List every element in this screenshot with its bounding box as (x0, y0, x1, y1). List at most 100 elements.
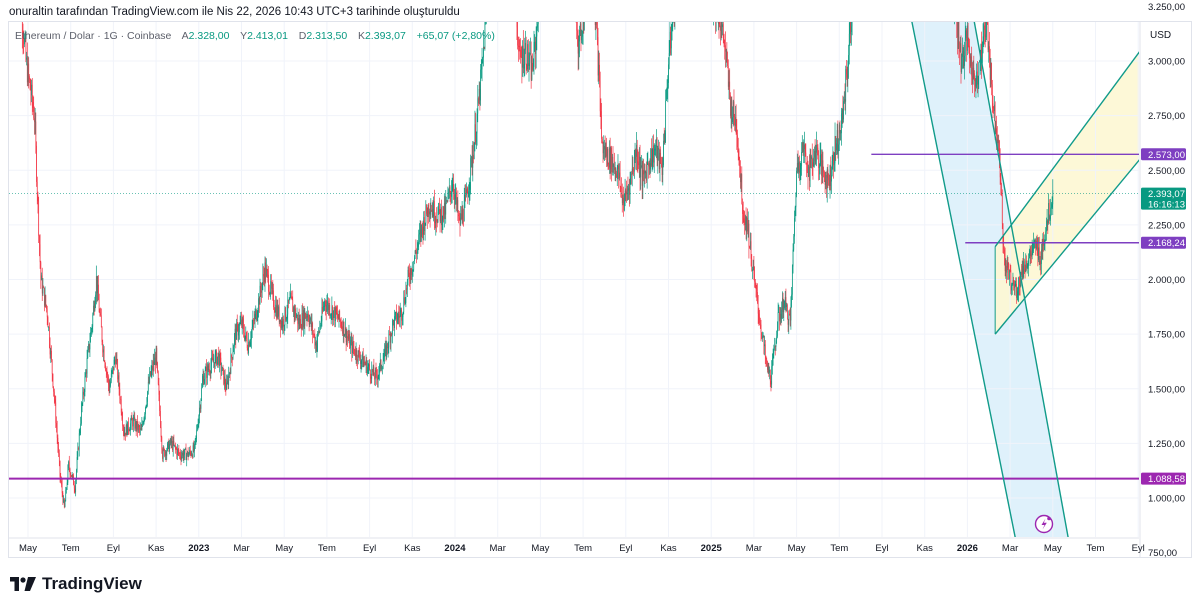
candle-body (355, 349, 357, 357)
candle-body (305, 313, 306, 319)
candle-body (436, 221, 438, 223)
candle-body (471, 156, 472, 159)
candle-body (104, 361, 106, 366)
candle-body (279, 319, 281, 323)
candle-body (1007, 262, 1009, 268)
alert-lightning-icon[interactable] (1034, 514, 1054, 534)
candle-body (185, 448, 187, 460)
candle-body (61, 481, 62, 485)
candle-body (457, 200, 459, 215)
candle-body (145, 405, 147, 408)
chart-frame[interactable] (8, 21, 1192, 558)
candle-body (294, 308, 296, 315)
candle-body (32, 102, 34, 108)
candle-body (977, 71, 978, 85)
candle-body (440, 207, 442, 222)
candle-body (177, 449, 178, 455)
candle-body (335, 307, 337, 314)
candle-body (622, 197, 624, 203)
candle-body (47, 317, 49, 328)
candle-body (739, 160, 741, 167)
candle-body (446, 200, 447, 202)
candle-body (838, 124, 840, 145)
candle-body (395, 311, 397, 314)
candle-body (110, 381, 111, 386)
candle-body (380, 360, 382, 369)
candle-body (476, 113, 478, 134)
candle-body (442, 206, 444, 221)
symbol-title[interactable]: Ethereum / Dolar · 1G · Coinbase (15, 30, 172, 42)
candle-body (128, 430, 130, 432)
candle-body (345, 327, 347, 342)
candle-body (75, 480, 77, 492)
candle-body (421, 224, 423, 227)
candle-body (786, 304, 787, 308)
candle-body (1050, 207, 1052, 217)
candle-body (59, 460, 61, 477)
candle-body (136, 421, 138, 430)
candle-body (461, 209, 463, 220)
candle-body (787, 319, 789, 325)
candle-body (342, 326, 343, 334)
candle-body (1026, 260, 1027, 269)
candle-body (254, 314, 256, 322)
candle-body (631, 174, 632, 175)
candle-body (656, 138, 657, 148)
candle-body (236, 323, 237, 340)
candle-body (846, 69, 847, 75)
candle-body (266, 268, 267, 277)
candle-body (801, 152, 802, 166)
candle-body (318, 331, 319, 333)
candle-body (611, 147, 612, 172)
candle-body (597, 37, 599, 76)
candle-body (628, 187, 629, 191)
candle-body (732, 117, 733, 122)
candle-body (769, 369, 770, 373)
candle-body (68, 461, 69, 469)
candle-body (594, 6, 595, 9)
candle-body (337, 313, 338, 318)
candle-body (63, 498, 64, 503)
candle-body (22, 31, 24, 38)
candle-body (651, 159, 653, 166)
candle-body (377, 376, 378, 380)
currency-label[interactable]: USD (1150, 30, 1172, 41)
candle-body (135, 421, 137, 430)
candle-body (387, 343, 388, 349)
candle-body (349, 334, 351, 349)
candle-body (313, 334, 315, 335)
candle-body (666, 87, 668, 90)
candle-body (441, 220, 443, 226)
candle-body (70, 474, 72, 476)
candle-body (369, 364, 370, 370)
candle-body (241, 319, 242, 326)
candle-body (964, 38, 966, 56)
candle-body (209, 369, 210, 373)
candle-body (471, 156, 473, 168)
candle-body (759, 322, 761, 325)
candle-body (42, 287, 44, 294)
price-tick-label: 1.250,00 (1148, 439, 1185, 450)
level-badge-2573-text: 2.573,00 (1148, 150, 1185, 161)
candle-body (204, 379, 205, 384)
tradingview-logo[interactable]: TradingView (10, 574, 142, 594)
candle-body (601, 116, 602, 139)
candle-body (41, 275, 42, 281)
candle-body (991, 62, 992, 85)
candle-body (777, 312, 779, 329)
candle-body (403, 297, 405, 312)
candle-body (219, 353, 220, 366)
candle-body (766, 358, 768, 362)
candle-body (804, 144, 805, 150)
candle-body (251, 331, 252, 340)
candle-body (1015, 283, 1017, 285)
candle-body (284, 307, 286, 326)
candle-body (834, 136, 836, 164)
candle-body (989, 46, 990, 61)
candle-body (724, 44, 726, 46)
candle-body (271, 281, 272, 289)
candle-body (290, 292, 292, 297)
candle-body (267, 270, 269, 275)
candle-body (1021, 266, 1023, 275)
